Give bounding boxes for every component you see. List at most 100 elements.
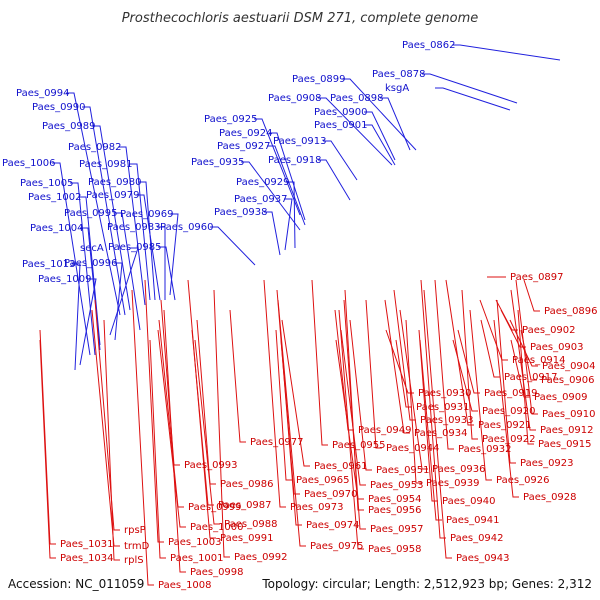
- minus-gene-label[interactable]: Paes_0912: [540, 425, 594, 436]
- plus-gene-label[interactable]: Paes_0996: [64, 258, 118, 269]
- minus-gene-label[interactable]: Paes_0909: [534, 392, 588, 403]
- minus-gene-label[interactable]: Paes_0917: [504, 372, 558, 383]
- plus-gene-label[interactable]: Paes_0960: [160, 222, 214, 233]
- minus-gene-label[interactable]: Paes_0933: [420, 415, 474, 426]
- plus-gene-label[interactable]: Paes_0924: [219, 128, 273, 139]
- minus-gene-label[interactable]: Paes_0897: [510, 272, 564, 283]
- plus-gene-label[interactable]: Paes_1009: [38, 274, 92, 285]
- minus-gene-label[interactable]: Paes_0949: [358, 425, 412, 436]
- minus-gene-label[interactable]: Paes_0904: [542, 361, 596, 372]
- minus-gene-label[interactable]: Paes_0934: [414, 428, 468, 439]
- minus-gene-label[interactable]: Paes_0955: [332, 440, 386, 451]
- plus-gene-label[interactable]: Paes_0898: [330, 93, 384, 104]
- minus-gene-label[interactable]: Paes_0931: [416, 402, 470, 413]
- plus-gene-label[interactable]: Paes_0900: [314, 107, 368, 118]
- minus-gene-label[interactable]: rpsP: [124, 525, 146, 536]
- plus-gene-label[interactable]: Paes_0862: [402, 40, 456, 51]
- plus-gene-label[interactable]: Paes_0925: [204, 114, 258, 125]
- minus-gene-label[interactable]: Paes_1001: [170, 553, 224, 564]
- minus-gene-label[interactable]: Paes_1031: [60, 539, 114, 550]
- minus-gene-label[interactable]: Paes_0896: [544, 306, 598, 317]
- minus-gene-label[interactable]: Paes_0902: [522, 325, 576, 336]
- plus-gene-label[interactable]: Paes_1005: [20, 178, 74, 189]
- minus-gene-label[interactable]: Paes_0993: [184, 460, 238, 471]
- plus-gene-label[interactable]: Paes_1002: [28, 192, 82, 203]
- plus-gene-label[interactable]: Paes_0985: [108, 242, 162, 253]
- minus-gene-label[interactable]: Paes_1034: [60, 553, 114, 564]
- minus-gene-label[interactable]: Paes_0973: [290, 502, 344, 513]
- minus-gene-label[interactable]: Paes_0944: [386, 443, 440, 454]
- minus-gene-label[interactable]: Paes_1008: [158, 580, 212, 591]
- plus-gene-label[interactable]: Paes_0980: [88, 177, 142, 188]
- minus-gene-label[interactable]: Paes_0932: [458, 444, 512, 455]
- minus-gene-label[interactable]: Paes_0915: [538, 439, 592, 450]
- minus-gene-label[interactable]: Paes_0919: [484, 388, 538, 399]
- plus-gene-label[interactable]: Paes_0913: [273, 136, 327, 147]
- minus-gene-label[interactable]: Paes_0957: [370, 524, 424, 535]
- minus-gene-label[interactable]: Paes_0991: [220, 533, 274, 544]
- plus-gene-label[interactable]: Paes_0981: [79, 159, 133, 170]
- minus-gene-label[interactable]: Paes_0943: [456, 553, 510, 564]
- minus-gene-label[interactable]: Paes_0942: [450, 533, 504, 544]
- minus-gene-label[interactable]: Paes_0965: [296, 475, 350, 486]
- plus-gene-label[interactable]: Paes_0908: [268, 93, 322, 104]
- minus-gene-label[interactable]: Paes_0953: [370, 480, 424, 491]
- minus-gene-label[interactable]: Paes_0910: [542, 409, 596, 420]
- minus-gene-label[interactable]: Paes_0936: [432, 464, 486, 475]
- plus-gene-label[interactable]: Paes_0982: [68, 142, 122, 153]
- minus-gene-label[interactable]: Paes_0974: [306, 520, 360, 531]
- plus-gene-label[interactable]: Paes_1004: [30, 223, 84, 234]
- plus-gene-label[interactable]: Paes_0969: [120, 209, 174, 220]
- plus-gene-label[interactable]: Paes_1013: [22, 259, 76, 270]
- plus-gene-label[interactable]: Paes_0995: [64, 208, 118, 219]
- minus-gene-label[interactable]: Paes_0941: [446, 515, 500, 526]
- plus-gene-label[interactable]: Paes_0990: [32, 102, 86, 113]
- minus-gene-label[interactable]: Paes_0977: [250, 437, 304, 448]
- minus-gene-label[interactable]: Paes_0921: [478, 420, 532, 431]
- minus-gene-label[interactable]: Paes_0988: [224, 519, 278, 530]
- minus-gene-label[interactable]: Paes_0906: [541, 375, 595, 386]
- minus-gene-label[interactable]: Paes_0930: [418, 388, 472, 399]
- minus-gene-label[interactable]: Paes_0986: [220, 479, 274, 490]
- plus-gene-label[interactable]: Paes_0929: [236, 177, 290, 188]
- plus-gene-label[interactable]: Paes_0994: [16, 88, 70, 99]
- minus-gene-label[interactable]: Paes_0954: [368, 494, 422, 505]
- plus-gene-label[interactable]: Paes_0899: [292, 74, 346, 85]
- minus-gene-label[interactable]: Paes_0903: [530, 342, 584, 353]
- plus-gene-label[interactable]: Paes_0937: [234, 194, 288, 205]
- minus-gene-label[interactable]: Paes_0939: [426, 478, 480, 489]
- plus-gene-label[interactable]: ksgA: [385, 83, 409, 94]
- plus-gene-label[interactable]: Paes_0918: [268, 155, 322, 166]
- minus-gene-label[interactable]: rplS: [124, 555, 144, 566]
- minus-gene-label[interactable]: Paes_0940: [442, 496, 496, 507]
- minus-gene-label[interactable]: Paes_0926: [496, 475, 550, 486]
- minus-gene-label[interactable]: Paes_0958: [368, 544, 422, 555]
- minus-gene-label[interactable]: Paes_0914: [512, 355, 566, 366]
- plus-gene-label[interactable]: Paes_0901: [314, 120, 368, 131]
- minus-gene-label[interactable]: Paes_0928: [523, 492, 577, 503]
- minus-gene-label[interactable]: Paes_0920: [482, 406, 536, 417]
- plus-gene-label[interactable]: Paes_0878: [372, 69, 426, 80]
- minus-gene-label[interactable]: Paes_0992: [234, 552, 288, 563]
- minus-gene-label[interactable]: Paes_0987: [218, 500, 272, 511]
- minus-gene-label[interactable]: Paes_0951: [376, 465, 430, 476]
- minus-gene-label[interactable]: Paes_0956: [368, 505, 422, 516]
- plus-gene-label[interactable]: Paes_0989: [42, 121, 96, 132]
- minus-gene-label[interactable]: Paes_0922: [482, 434, 536, 445]
- plus-gene-label[interactable]: Paes_0979: [86, 190, 140, 201]
- minus-gene-label[interactable]: Paes_0999: [188, 502, 242, 513]
- minus-gene-label[interactable]: Paes_0975: [310, 541, 364, 552]
- minus-gene-label[interactable]: Paes_0970: [304, 489, 358, 500]
- plus-gene-label[interactable]: secA: [80, 243, 104, 254]
- minus-gene-label[interactable]: trmD: [124, 541, 150, 552]
- plus-gene-label[interactable]: Paes_0927: [217, 141, 271, 152]
- minus-gene-label[interactable]: Paes_0998: [190, 567, 244, 578]
- plus-gene-label[interactable]: Paes_1006: [2, 158, 56, 169]
- plus-gene-label[interactable]: Paes_0935: [191, 157, 245, 168]
- minus-gene-label[interactable]: Paes_0923: [520, 458, 574, 469]
- minus-gene-label[interactable]: Paes_1003: [168, 537, 222, 548]
- minus-gene-label[interactable]: Paes_0961: [314, 461, 368, 472]
- plus-gene-label[interactable]: Paes_0938: [214, 207, 268, 218]
- minus-gene-label[interactable]: Paes_1000: [190, 522, 244, 533]
- plus-gene-label[interactable]: Paes_0983: [107, 222, 161, 233]
